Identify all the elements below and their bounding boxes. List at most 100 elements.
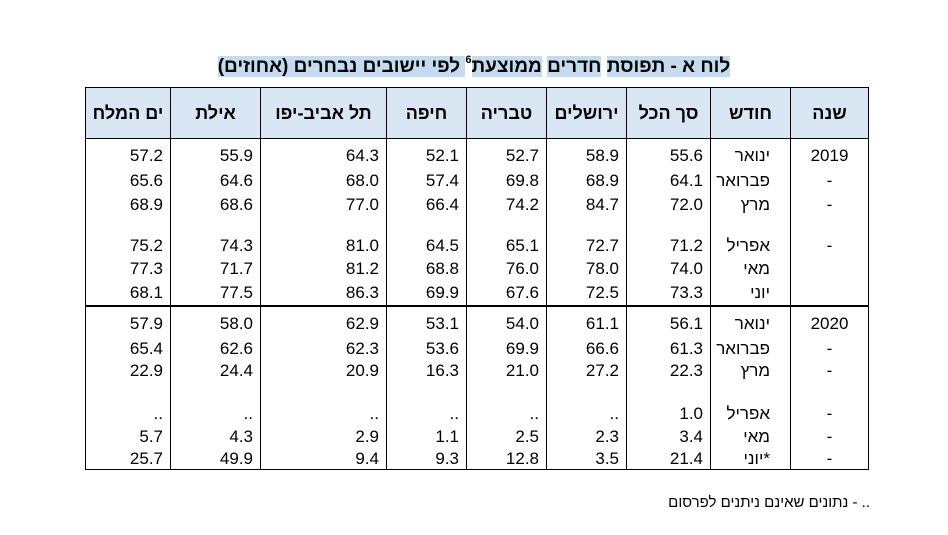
header-jerusalem: ירושלים (546, 87, 627, 139)
cell-value: 69.9 (386, 281, 467, 307)
header-total: סך הכל (626, 87, 711, 139)
header-row: שנה חודש סך הכל ירושלים טבריה חיפה תל אב… (85, 87, 869, 139)
cell-value: 62.6 (170, 337, 261, 359)
cell-value: 24.4 (170, 359, 261, 381)
cell-year: - (790, 193, 869, 217)
cell-value: 65.4 (85, 337, 171, 359)
cell-month: יוני (710, 281, 791, 307)
cell-value: 9.3 (386, 447, 467, 470)
header-year: שנה (790, 87, 869, 139)
cell-value: 53.1 (386, 305, 467, 337)
header-month: חודש (710, 87, 791, 139)
header-tiberias: טבריה (466, 87, 547, 139)
cell-value: 68.1 (85, 281, 171, 307)
cell-value: .. (85, 381, 171, 425)
cell-value: .. (260, 381, 387, 425)
cell-value: 76.0 (466, 257, 547, 281)
cell-value: 71.2 (626, 217, 711, 257)
cell-value: 69.8 (466, 169, 547, 193)
cell-year (790, 281, 869, 307)
cell-month: פברואר (710, 169, 791, 193)
cell-value: 69.9 (466, 337, 547, 359)
cell-value: 2.5 (466, 425, 547, 447)
cell-month: פברואר (710, 337, 791, 359)
cell-value: 20.9 (260, 359, 387, 381)
cell-value: 64.6 (170, 169, 261, 193)
cell-value: .. (170, 381, 261, 425)
cell-year: - (790, 337, 869, 359)
cell-year: - (790, 217, 869, 257)
cell-value: 1.1 (386, 425, 467, 447)
cell-value: 84.7 (546, 193, 627, 217)
cell-value: 49.9 (170, 447, 261, 470)
cell-value: 67.6 (466, 281, 547, 307)
cell-value: 56.1 (626, 305, 711, 337)
cell-value: 55.9 (170, 138, 261, 169)
cell-value: 71.7 (170, 257, 261, 281)
cell-value: .. (386, 381, 467, 425)
table-row: - מרץ 22.3 27.2 21.0 16.3 20.9 24.4 22.9 (85, 359, 869, 381)
table-row: יוני 73.3 72.5 67.6 69.9 86.3 77.5 68.1 (85, 281, 869, 307)
cell-value: 62.9 (260, 305, 387, 337)
cell-value: 86.3 (260, 281, 387, 307)
cell-value: 77.3 (85, 257, 171, 281)
cell-value: 52.1 (386, 138, 467, 169)
cell-value: 78.0 (546, 257, 627, 281)
cell-value: 12.8 (466, 447, 547, 470)
cell-value: 74.0 (626, 257, 711, 281)
cell-value: 81.0 (260, 217, 387, 257)
header-dead-sea: ים המלח (85, 87, 171, 139)
cell-value: 58.9 (546, 138, 627, 169)
cell-value: 16.3 (386, 359, 467, 381)
cell-value: 3.5 (546, 447, 627, 470)
table-row: - מאי 3.4 2.3 2.5 1.1 2.9 4.3 5.7 (85, 425, 869, 447)
cell-year: - (790, 381, 869, 425)
cell-year: - (790, 359, 869, 381)
cell-value: 22.3 (626, 359, 711, 381)
table-row: - פברואר 64.1 68.9 69.8 57.4 68.0 64.6 65.6 (85, 169, 869, 193)
title-part-2: תפוסת (606, 56, 666, 78)
cell-value: 1.0 (626, 381, 711, 425)
cell-value: 57.9 (85, 305, 171, 337)
title-part-5: לפי יישובים נבחרים (אחוזים) (217, 56, 466, 78)
title-part-4: ממוצעת (471, 56, 542, 78)
cell-value: 2.3 (546, 425, 627, 447)
table-row: מאי 74.0 78.0 76.0 68.8 81.2 71.7 77.3 (85, 257, 869, 281)
cell-value: 75.2 (85, 217, 171, 257)
cell-value: 3.4 (626, 425, 711, 447)
cell-value: 65.1 (466, 217, 547, 257)
cell-year: 2020 (790, 305, 869, 337)
cell-value: .. (466, 381, 547, 425)
cell-value: 64.3 (260, 138, 387, 169)
cell-value: 57.2 (85, 138, 171, 169)
cell-value: 5.7 (85, 425, 171, 447)
cell-value: 21.4 (626, 447, 711, 470)
cell-value: 9.4 (260, 447, 387, 470)
cell-month: אפריל (710, 217, 791, 257)
cell-value: 65.6 (85, 169, 171, 193)
title-footnote-mark: 6 (465, 54, 472, 66)
cell-value: 77.5 (170, 281, 261, 307)
table-row: - *יוני 21.4 3.5 12.8 9.3 9.4 49.9 25.7 (85, 447, 869, 470)
cell-value: 54.0 (466, 305, 547, 337)
cell-value: 27.2 (546, 359, 627, 381)
cell-value: 55.6 (626, 138, 711, 169)
cell-value: 57.4 (386, 169, 467, 193)
cell-value: 68.0 (260, 169, 387, 193)
cell-month: מרץ (710, 193, 791, 217)
cell-value: 77.0 (260, 193, 387, 217)
cell-year: - (790, 169, 869, 193)
table-row: 2020 ינואר 56.1 61.1 54.0 53.1 62.9 58.0 57.9 (85, 305, 869, 337)
title-part-3: חדרים (547, 56, 602, 78)
cell-month: מרץ (710, 359, 791, 381)
cell-value: 74.2 (466, 193, 547, 217)
cell-value: 53.6 (386, 337, 467, 359)
table-row: - פברואר 61.3 66.6 69.9 53.6 62.3 62.6 65.4 (85, 337, 869, 359)
cell-value: 72.7 (546, 217, 627, 257)
cell-value: 25.7 (85, 447, 171, 470)
cell-value: 64.5 (386, 217, 467, 257)
cell-value: 61.3 (626, 337, 711, 359)
cell-value: 21.0 (466, 359, 547, 381)
cell-year: - (790, 447, 869, 470)
cell-value: 52.7 (466, 138, 547, 169)
